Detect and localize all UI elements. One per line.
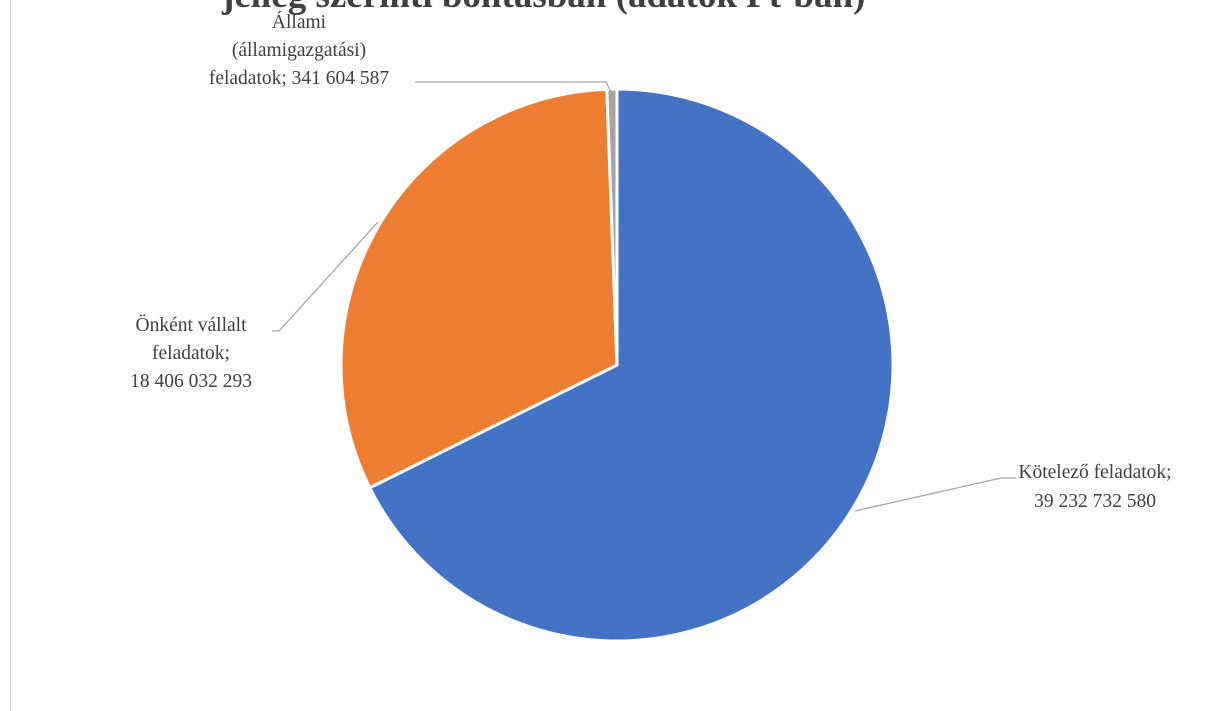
chart-title: jelleg szerinti bontásban (adatok Ft-ban… xyxy=(222,0,1022,18)
pie-slice-2 xyxy=(339,87,619,490)
data-label-line: Állami xyxy=(272,11,327,33)
data-label-line: feladatok; xyxy=(152,343,230,364)
data-label-line: Kötelező feladatok; xyxy=(1018,462,1171,483)
leader-line-3 xyxy=(415,81,612,93)
pie-slice-1 xyxy=(368,87,895,643)
data-label-line: 18 406 032 293 xyxy=(130,371,252,392)
pie-slice-3 xyxy=(605,87,619,367)
data-label-line: Önként vállalt xyxy=(135,315,247,336)
data-label-line: 39 232 732 580 xyxy=(1034,491,1156,512)
data-label-line: feladatok; 341 604 587 xyxy=(209,68,390,89)
data-label-1: Kötelező feladatok; 39 232 732 580 xyxy=(1018,462,1171,512)
data-label-3: Állami (államigazgatási) feladatok; 341 60… xyxy=(209,11,390,89)
chart-border xyxy=(10,0,11,711)
leader-line-2 xyxy=(272,221,379,332)
data-label-2: Önként vállalt feladatok; 18 406 032 293 xyxy=(130,315,252,392)
leader-line-1 xyxy=(854,477,1016,512)
data-label-line: (államigazgatási) xyxy=(232,40,366,61)
